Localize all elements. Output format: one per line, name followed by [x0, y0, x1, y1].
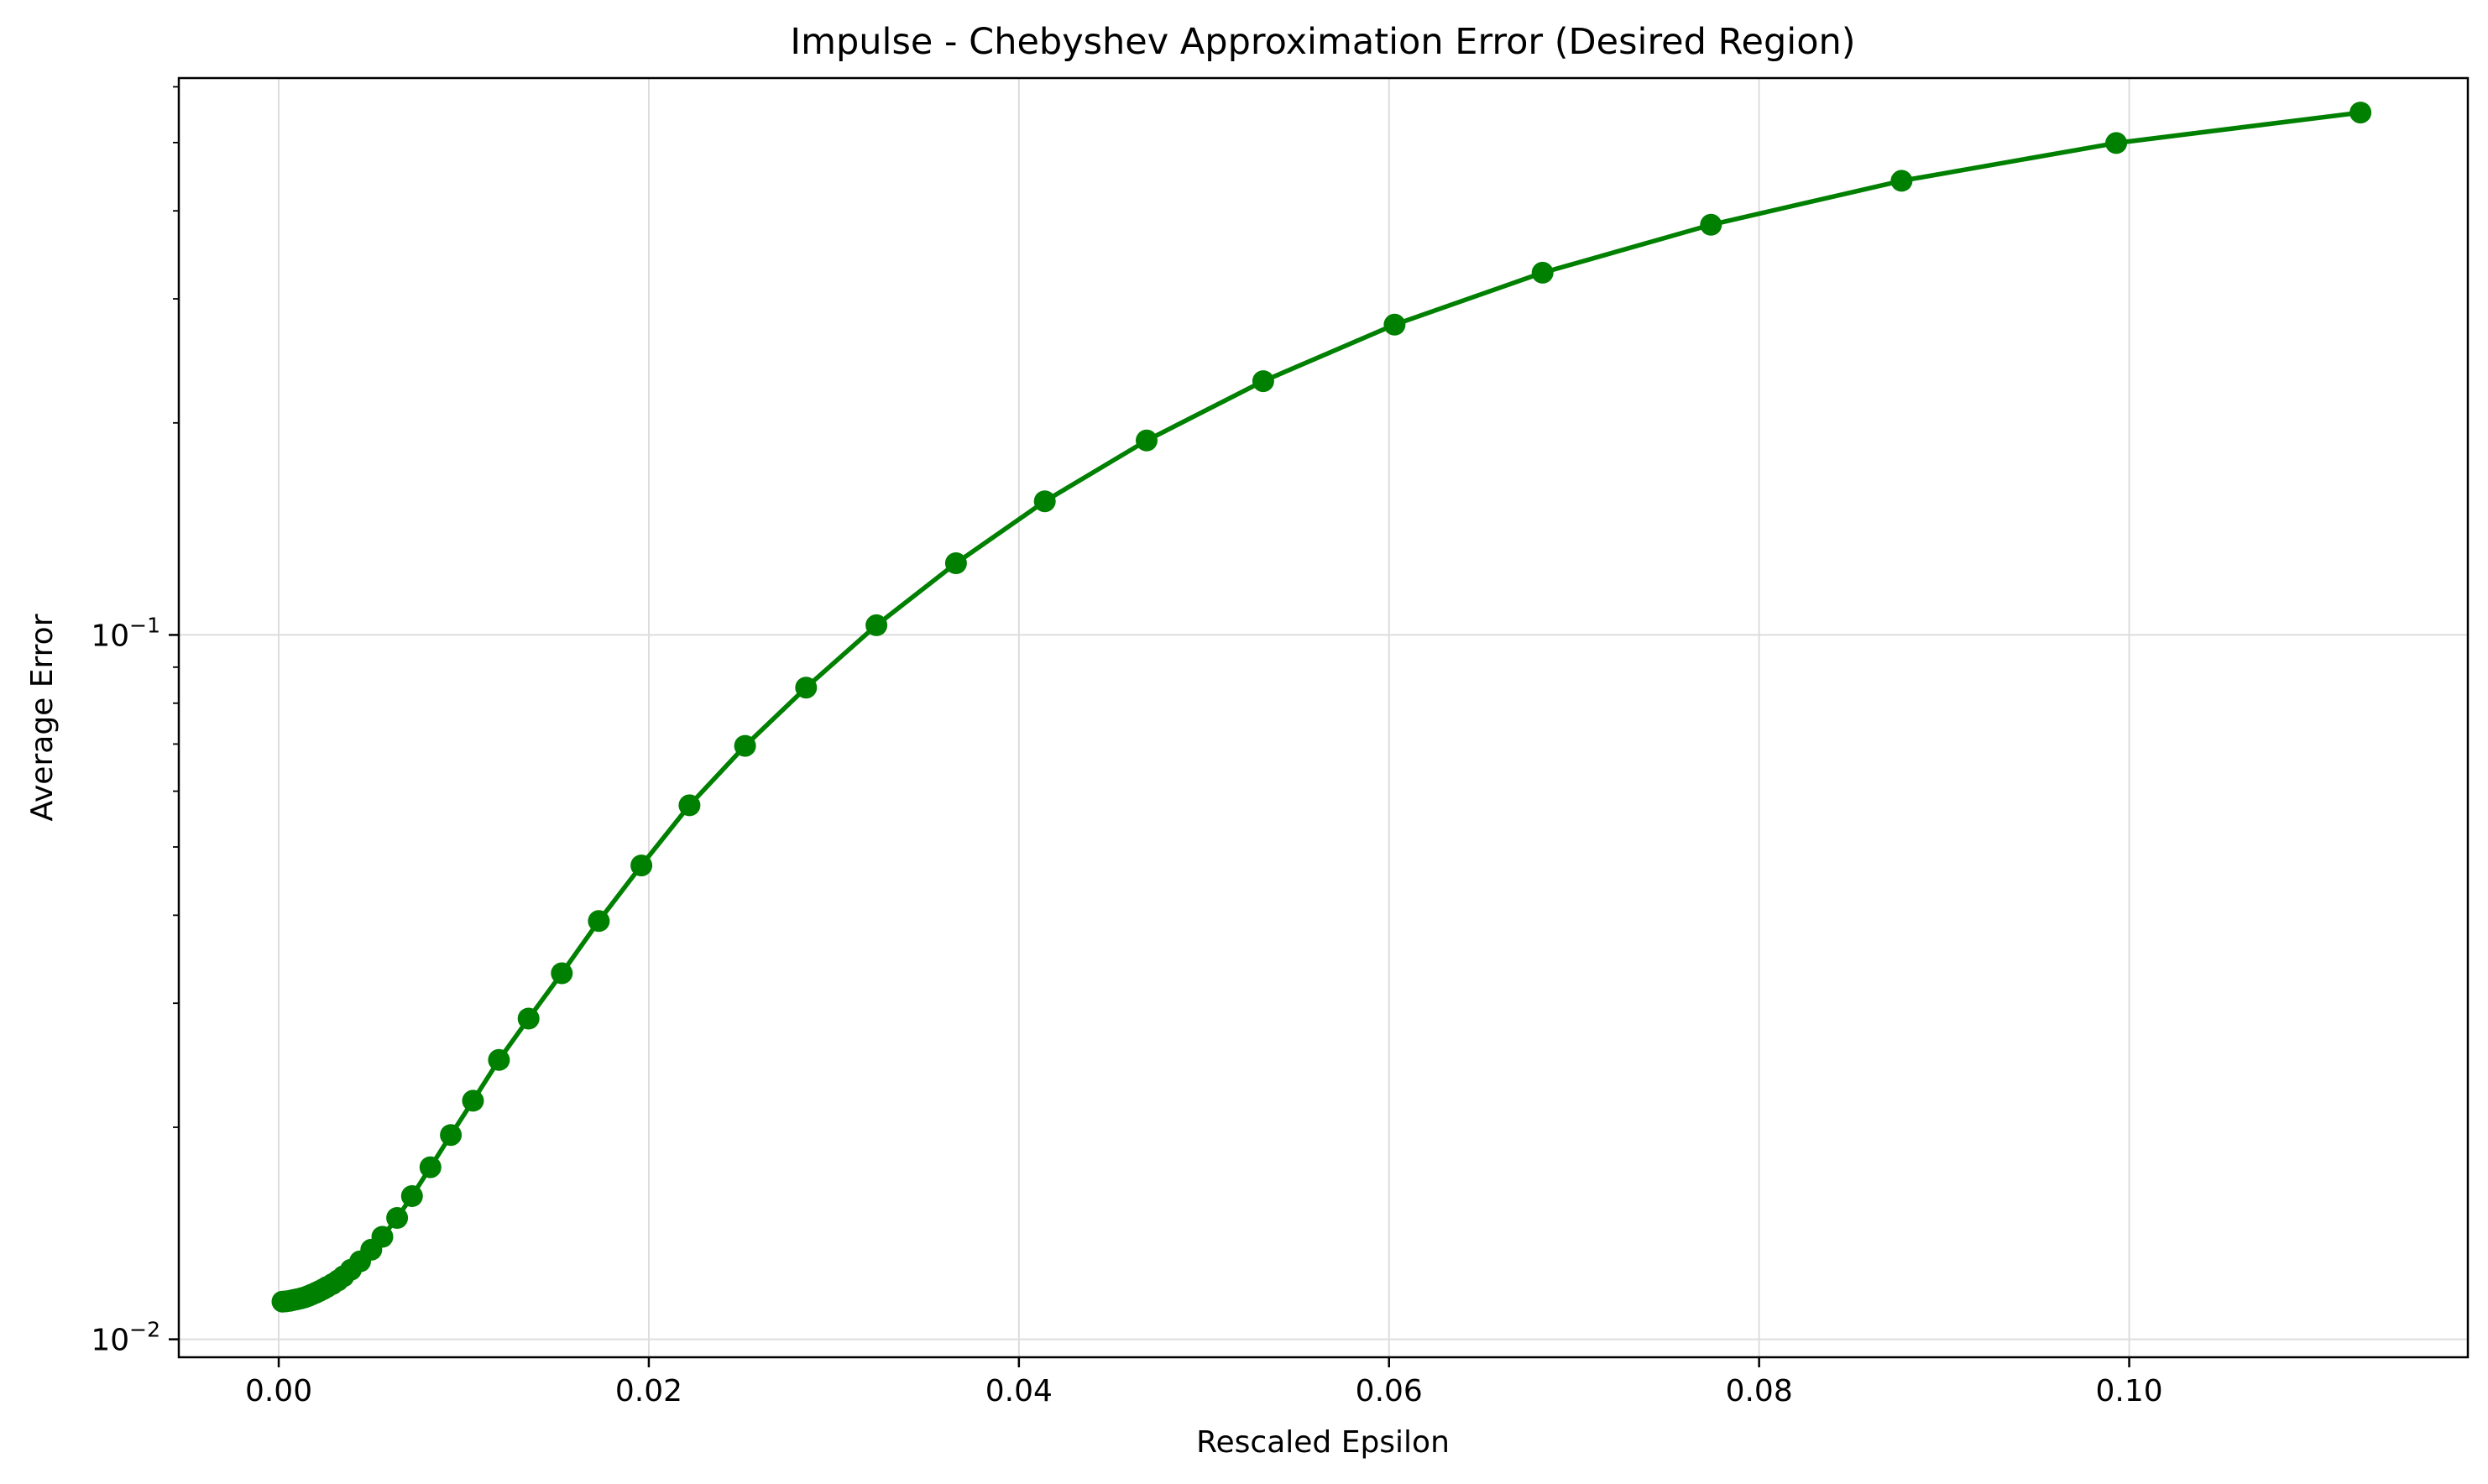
data-point	[551, 962, 573, 985]
data-point	[1252, 370, 1274, 393]
data-point	[419, 1156, 442, 1178]
data-point	[678, 794, 701, 817]
data-point	[1531, 261, 1554, 284]
data-point	[588, 910, 610, 933]
grid-lines	[179, 78, 2468, 1357]
y-axis-label: Average Error	[25, 614, 60, 821]
y-tick-label-exponent: −2	[129, 1318, 160, 1342]
data-point	[630, 854, 653, 877]
x-tick-label: 0.10	[2095, 1374, 2162, 1408]
data-point	[488, 1048, 510, 1071]
data-point	[371, 1225, 394, 1248]
x-tick-label: 0.06	[1356, 1374, 1423, 1408]
y-tick-label-exponent: −1	[129, 613, 160, 637]
y-tick-label: 10−1	[91, 613, 160, 653]
data-point	[386, 1207, 409, 1229]
data-point	[1136, 429, 1158, 452]
data-point	[944, 552, 967, 574]
data-point	[1033, 490, 1056, 513]
data-point	[440, 1124, 463, 1147]
x-tick-label: 0.00	[245, 1374, 312, 1408]
x-tick-label: 0.04	[985, 1374, 1053, 1408]
chart-title: Impulse - Chebyshev Approximation Error …	[790, 21, 1855, 63]
data-point	[795, 677, 818, 699]
x-tick-label: 0.08	[1726, 1374, 1793, 1408]
y-tick-label-base: 10	[91, 619, 129, 653]
y-tick-label: 10−2	[91, 1318, 160, 1358]
data-point	[865, 614, 888, 636]
data-point	[2349, 102, 2372, 124]
data-point	[517, 1007, 540, 1030]
y-tick-label-base: 10	[91, 1324, 129, 1358]
data-point	[462, 1089, 484, 1112]
data-point	[734, 734, 756, 757]
plot-frame	[177, 76, 2470, 1359]
data-point	[1890, 170, 1913, 192]
data-point	[1383, 313, 1406, 336]
data-point	[1700, 213, 1722, 236]
data-point	[400, 1185, 423, 1207]
x-axis-label: Rescaled Epsilon	[1196, 1425, 1450, 1460]
x-tick-label: 0.02	[615, 1374, 682, 1408]
series-layer	[271, 102, 2372, 1313]
data-point	[2105, 132, 2128, 154]
